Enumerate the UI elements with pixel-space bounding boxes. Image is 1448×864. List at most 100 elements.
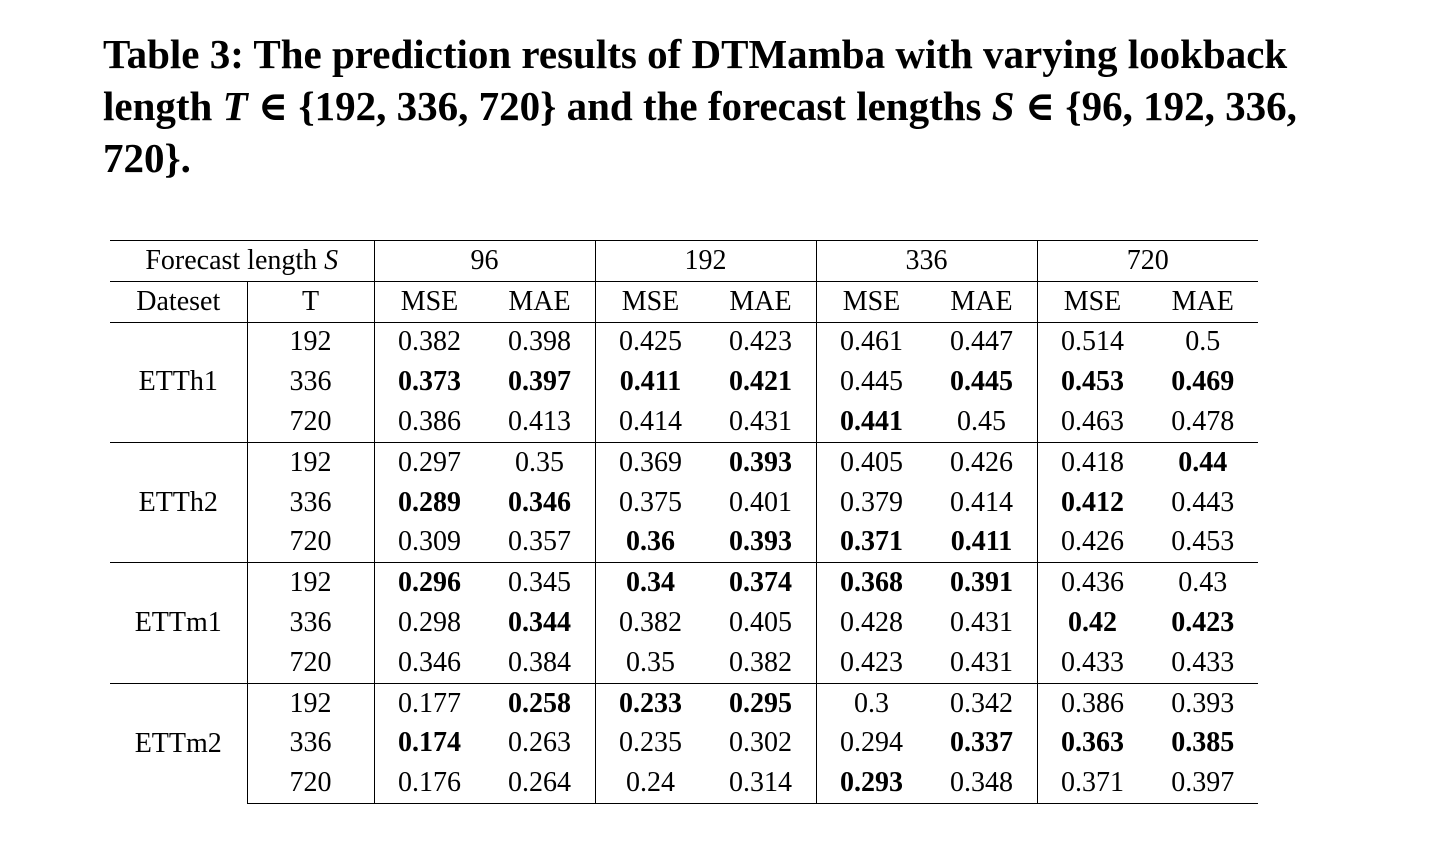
lookback-cell: 336 — [247, 482, 375, 523]
value-cell: 0.345 — [484, 562, 596, 604]
horizon-header-96: 96 — [374, 240, 596, 282]
value-cell: 0.425 — [595, 321, 706, 363]
value-cell: 0.393 — [705, 522, 817, 563]
value-cell: 0.3 — [816, 682, 927, 724]
table-row: ETTm2 192 0.177 0.258 0.233 0.295 0.3 0.342 0.38… — [110, 682, 1258, 804]
value-cell: 0.344 — [484, 603, 596, 643]
value-cell: 0.369 — [595, 441, 706, 483]
value-cell: 0.386 — [398, 406, 461, 438]
value-cell: 0.428 — [840, 607, 903, 639]
value-cell: 0.421 — [705, 362, 817, 403]
value-cell: 0.298 — [398, 607, 461, 639]
value-cell: 0.342 — [926, 682, 1038, 724]
value-cell: 0.401 — [705, 482, 817, 523]
value-cell: 0.357 — [484, 522, 596, 563]
dataset-cell: ETTh2 — [110, 441, 248, 563]
value-cell: 0.34 — [595, 562, 706, 604]
lookback-cell: 336 — [247, 362, 375, 403]
value-cell: 0.443 — [1171, 486, 1235, 518]
metric-header: MAE — [705, 280, 817, 323]
value-cell: 0.258 — [484, 682, 596, 724]
value-cell: 0.337 — [926, 723, 1038, 764]
value-cell: 0.423 — [705, 321, 817, 363]
value-cell: 0.302 — [705, 723, 817, 764]
value-cell: 0.42 — [1068, 607, 1117, 639]
value-cell: 0.297 — [374, 441, 485, 483]
value-cell: 0.423 — [1171, 607, 1235, 639]
results-table: Forecast length S 96 192 336 720 Dateset… — [110, 240, 1258, 805]
value-cell: 0.514 — [1037, 321, 1148, 363]
forecast-length-header: Forecast length S — [110, 240, 375, 282]
metric-header: MSE — [1037, 280, 1148, 323]
value-cell: 0.391 — [926, 562, 1038, 604]
value-cell: 0.433 — [1171, 646, 1235, 678]
value-cell: 0.397 — [484, 362, 596, 403]
value-cell: 0.296 — [374, 562, 485, 604]
caption-var-s: S — [991, 83, 1015, 129]
metric-header: MAE — [1147, 280, 1258, 323]
value-cell: 0.441 — [840, 406, 903, 438]
value-cell: 0.314 — [705, 763, 817, 805]
value-cell: 0.235 — [619, 727, 682, 759]
table-row: ETTh1 192 0.382 0.398 0.425 0.423 0.461 0.447 0.… — [110, 321, 1258, 443]
value-cell: 0.461 — [816, 321, 927, 363]
lookback-cell: 192 — [247, 441, 375, 483]
value-cell: 0.174 — [398, 727, 461, 759]
dataset-cell: ETTm1 — [110, 562, 248, 684]
value-cell: 0.371 — [1037, 763, 1148, 805]
caption-text-1: Table 3: The prediction results of DTMam… — [103, 31, 1288, 129]
value-cell: 0.309 — [398, 526, 461, 558]
value-cell: 0.411 — [926, 522, 1038, 563]
value-cell: 0.431 — [926, 642, 1038, 684]
table-row: 720 0.309 0.357 0.36 0.393 0.371 0.411 0.426 0.4… — [110, 522, 1258, 563]
value-cell: 0.294 — [840, 727, 903, 759]
value-cell: 0.363 — [1061, 727, 1124, 759]
lookback-cell: 192 — [247, 682, 375, 724]
table-caption: Table 3: The prediction results of DTMam… — [103, 28, 1303, 184]
value-cell: 0.436 — [1037, 562, 1148, 604]
value-cell: 0.24 — [595, 763, 706, 805]
value-cell: 0.411 — [619, 366, 682, 398]
table-row: ETTm1 192 0.296 0.345 0.34 0.374 0.368 0.391 0.4… — [110, 562, 1258, 684]
value-cell: 0.386 — [1037, 682, 1148, 724]
value-cell: 0.398 — [484, 321, 596, 363]
value-cell: 0.412 — [1061, 486, 1124, 518]
t-header: T — [247, 280, 375, 323]
table-row: 336 0.298 0.344 0.382 0.405 0.428 0.431 0.42 0.4… — [110, 603, 1258, 643]
value-cell: 0.413 — [484, 402, 596, 443]
value-cell: 0.177 — [374, 682, 485, 724]
value-cell: 0.35 — [484, 441, 596, 483]
caption-text-2: ∈ {192, 336, 720} and the forecast lengt… — [247, 83, 992, 129]
forecast-length-var: S — [324, 244, 339, 276]
lookback-cell: 720 — [247, 763, 375, 805]
value-cell: 0.368 — [816, 562, 927, 604]
lookback-cell: 720 — [247, 402, 375, 443]
table-row: 720 0.176 0.264 0.24 0.314 0.293 0.348 0.371 0.3… — [110, 763, 1258, 805]
results-table-body: Forecast length S 96 192 336 720 Dateset… — [110, 240, 1258, 805]
value-cell: 0.379 — [840, 486, 903, 518]
lookback-cell: 336 — [247, 723, 375, 764]
metric-header: MAE — [484, 280, 596, 323]
value-cell: 0.453 — [1061, 366, 1124, 398]
horizon-header-192: 192 — [595, 240, 817, 282]
lookback-cell: 192 — [247, 562, 375, 604]
value-cell: 0.289 — [398, 486, 461, 518]
value-cell: 0.45 — [926, 402, 1038, 443]
value-cell: 0.478 — [1171, 406, 1235, 438]
lookback-cell: 720 — [247, 642, 375, 684]
value-cell: 0.382 — [705, 642, 817, 684]
value-cell: 0.295 — [705, 682, 817, 724]
value-cell: 0.43 — [1147, 562, 1258, 604]
value-cell: 0.374 — [705, 562, 817, 604]
value-cell: 0.397 — [1147, 763, 1258, 805]
header-row-forecast: Forecast length S 96 192 336 720 — [110, 240, 1258, 282]
value-cell: 0.373 — [398, 366, 461, 398]
table-row: 336 0.289 0.346 0.375 0.401 0.379 0.414 0.412 0.… — [110, 482, 1258, 523]
value-cell: 0.447 — [926, 321, 1038, 363]
caption-var-t: T — [222, 83, 248, 129]
dataset-cell: ETTm2 — [110, 682, 248, 804]
value-cell: 0.445 — [840, 366, 903, 398]
value-cell: 0.393 — [1147, 682, 1258, 724]
value-cell: 0.426 — [1061, 526, 1124, 558]
value-cell: 0.36 — [626, 526, 675, 558]
